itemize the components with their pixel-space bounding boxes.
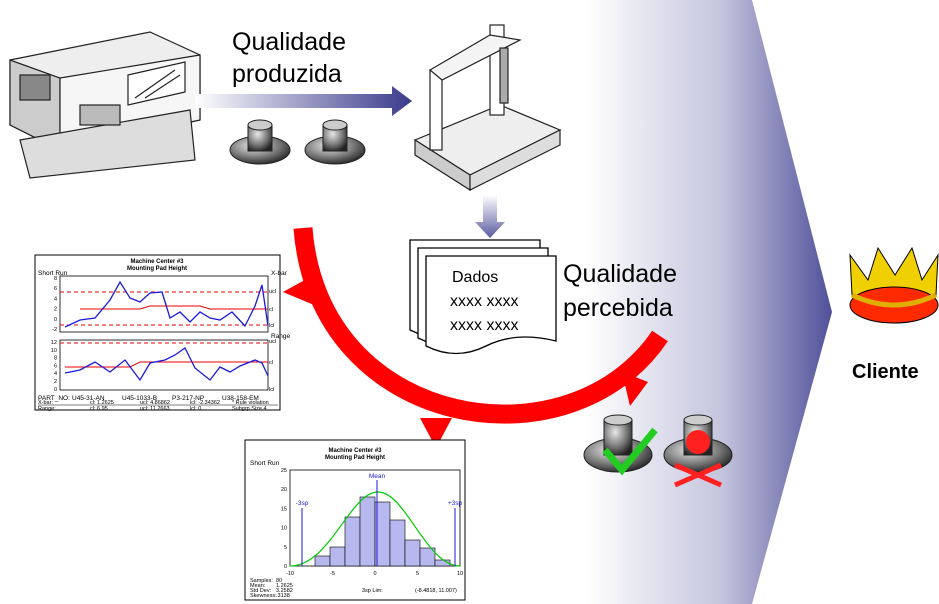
- part: [229, 119, 291, 165]
- y-tick-label: 2: [54, 307, 57, 313]
- stat-value: .3138: [276, 593, 290, 599]
- y-tick-label: 15: [281, 506, 287, 512]
- stat-value: 1.2625: [276, 583, 293, 589]
- x-tick-label: 0: [373, 571, 376, 577]
- limit-label: cl: [269, 360, 273, 366]
- stat-label: Std Dev:: [250, 588, 272, 594]
- part: [304, 119, 366, 165]
- y-tick-label: 0: [284, 564, 287, 570]
- chart-title: Machine Center #3: [328, 448, 382, 454]
- limit-label: cl: [269, 307, 273, 313]
- y-tick-label: 2: [54, 379, 57, 385]
- label: Qualidade: [563, 260, 677, 288]
- stat-value: 3.2582: [276, 588, 293, 594]
- crown: [849, 246, 939, 324]
- y-tick-label: 8: [54, 356, 57, 362]
- axis-label: X-bar: [271, 270, 288, 277]
- customer-label: Cliente: [852, 361, 919, 383]
- y-tick-label: 4: [54, 371, 57, 377]
- document-line: xxxx xxxx: [450, 293, 518, 310]
- y-tick-label: 0: [54, 387, 57, 393]
- label: produzida: [232, 60, 342, 88]
- part-number: P3-217-NP: [172, 395, 204, 402]
- stat-label: Skewness:: [250, 593, 277, 599]
- label: Qualidade: [232, 28, 346, 56]
- good-part: [583, 414, 658, 476]
- y-tick-label: -2: [52, 327, 57, 333]
- x-tick-label: -10: [286, 571, 294, 577]
- x-tick-label: 5: [416, 571, 419, 577]
- y-tick-label: 6: [54, 363, 57, 369]
- x-tick-label: -5: [330, 571, 335, 577]
- method-label: Short Run: [38, 270, 68, 277]
- stat-label: Samples:: [250, 578, 273, 584]
- limit-value: (-8.4818, 11.007): [415, 588, 457, 594]
- footer-text: ucl: 4.86862: [140, 400, 170, 406]
- footer-text: lcl: -2.34362: [190, 400, 220, 406]
- footer-text: Subgrp Size 4: [232, 406, 267, 412]
- footer-text: Range:: [38, 406, 56, 412]
- footer-text: cl: 6.95: [90, 406, 108, 412]
- footer-text: X-bar:: [38, 400, 53, 406]
- y-tick-label: 12: [51, 340, 57, 346]
- limit-label: +3sp: [448, 500, 463, 507]
- control-chart: [34, 254, 281, 411]
- lathe-machine: [9, 31, 201, 179]
- x-tick-label: 10: [457, 571, 463, 577]
- document-title: Dados: [452, 269, 498, 286]
- y-tick-label: 8: [54, 276, 57, 282]
- limit-label: ucl: [269, 339, 276, 345]
- limit-label: 3sp Lim:: [362, 588, 383, 594]
- method-label: Short Run: [250, 460, 280, 467]
- rejected-part: [663, 414, 733, 488]
- footer-text: cl: 1.2625: [90, 400, 114, 406]
- limit-label: ucl: [269, 289, 276, 295]
- footer-text: lcl: 0: [190, 406, 201, 412]
- feedback-arc: [283, 227, 668, 448]
- label: percebida: [563, 294, 673, 322]
- part-number: U45-1033-B: [122, 395, 157, 402]
- limit-label: -3sp: [296, 500, 309, 507]
- measuring-machine: [413, 24, 562, 192]
- chart-title: Machine Center #3: [130, 259, 184, 265]
- chart-title: Mounting Pad Height: [127, 266, 187, 272]
- y-tick-label: 5: [284, 545, 287, 551]
- stat-value: 80: [276, 578, 282, 584]
- part-number: U45-31-AN: [72, 395, 105, 402]
- footer-text: ucl: 11.2663: [140, 406, 170, 412]
- chart-title: Mounting Pad Height: [325, 455, 385, 461]
- document-stack: [409, 239, 557, 355]
- y-tick-label: 10: [281, 526, 287, 532]
- stat-label: Mean:: [250, 583, 266, 589]
- flow-arrow: [475, 195, 505, 238]
- footer-text: * Rule violation: [232, 400, 269, 406]
- y-tick-label: 4: [54, 296, 57, 302]
- y-tick-label: 0: [54, 317, 57, 323]
- mean-label: Mean: [369, 473, 386, 480]
- axis-label: Range: [271, 333, 291, 340]
- limit-label: lcl: [269, 387, 274, 393]
- part-number: U38-158-EM: [222, 395, 259, 402]
- y-tick-label: 20: [281, 487, 287, 493]
- y-tick-label: 10: [51, 348, 57, 354]
- flow-arrow: [195, 86, 412, 116]
- part-label: PART_NO:: [38, 395, 70, 402]
- document-line: xxxx xxxx: [450, 317, 518, 334]
- limit-label: lcl: [269, 323, 274, 329]
- y-tick-label: 25: [281, 468, 287, 474]
- y-tick-label: 6: [54, 286, 57, 292]
- histogram-chart: [244, 439, 466, 601]
